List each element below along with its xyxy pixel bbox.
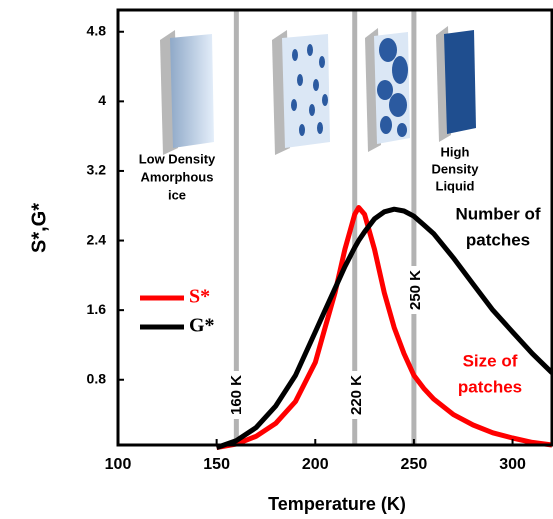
ice-icon: [160, 30, 214, 155]
x-tick-label: 150: [203, 456, 230, 473]
reference-label-group: 160 K: [228, 371, 246, 419]
reference-label-group: 220 K: [348, 371, 366, 419]
patch-icon-small: [272, 30, 330, 155]
annotation: Amorphous: [141, 169, 214, 184]
annotation: Size of: [463, 351, 518, 370]
series-line: [215, 206, 553, 450]
y-axis-label: S*,G*: [28, 203, 50, 253]
y-tick-label: 4.8: [87, 22, 107, 38]
legend-label: G*: [189, 315, 215, 337]
patch-icon-large: [365, 28, 410, 152]
y-tick-label: 1.6: [87, 301, 107, 317]
annotation: Number of: [456, 204, 541, 223]
reference-label-group: 250 K: [407, 266, 425, 314]
y-tick-label: 2.4: [87, 231, 107, 247]
series-line: [216, 205, 553, 451]
y-tick-label: 0.8: [87, 370, 107, 386]
x-axis-label: Temperature (K): [268, 494, 406, 514]
x-tick-label: 250: [401, 456, 428, 473]
reference-label: 250 K: [407, 270, 424, 310]
annotation: High: [441, 144, 470, 159]
legend-label: S*: [189, 286, 210, 308]
y-tick-label: 4: [98, 92, 106, 108]
annotation: ice: [168, 187, 186, 202]
reference-label: 160 K: [228, 375, 245, 415]
x-tick-label: 200: [302, 456, 329, 473]
reference-label-bg: [407, 266, 425, 314]
annotation: patches: [458, 377, 522, 396]
x-tick-label: 300: [499, 456, 526, 473]
annotation: Low Density: [139, 151, 216, 166]
liquid-icon: [436, 26, 476, 142]
reference-label-bg: [228, 371, 246, 419]
reference-label-bg: [348, 371, 366, 419]
annotation: Density: [432, 161, 480, 176]
annotation: Liquid: [436, 178, 475, 193]
annotation: patches: [466, 230, 530, 249]
y-tick-label: 3.2: [87, 162, 107, 178]
x-tick-label: 100: [105, 456, 132, 473]
reference-label: 220 K: [348, 375, 365, 415]
plot-frame: [116, 8, 553, 447]
